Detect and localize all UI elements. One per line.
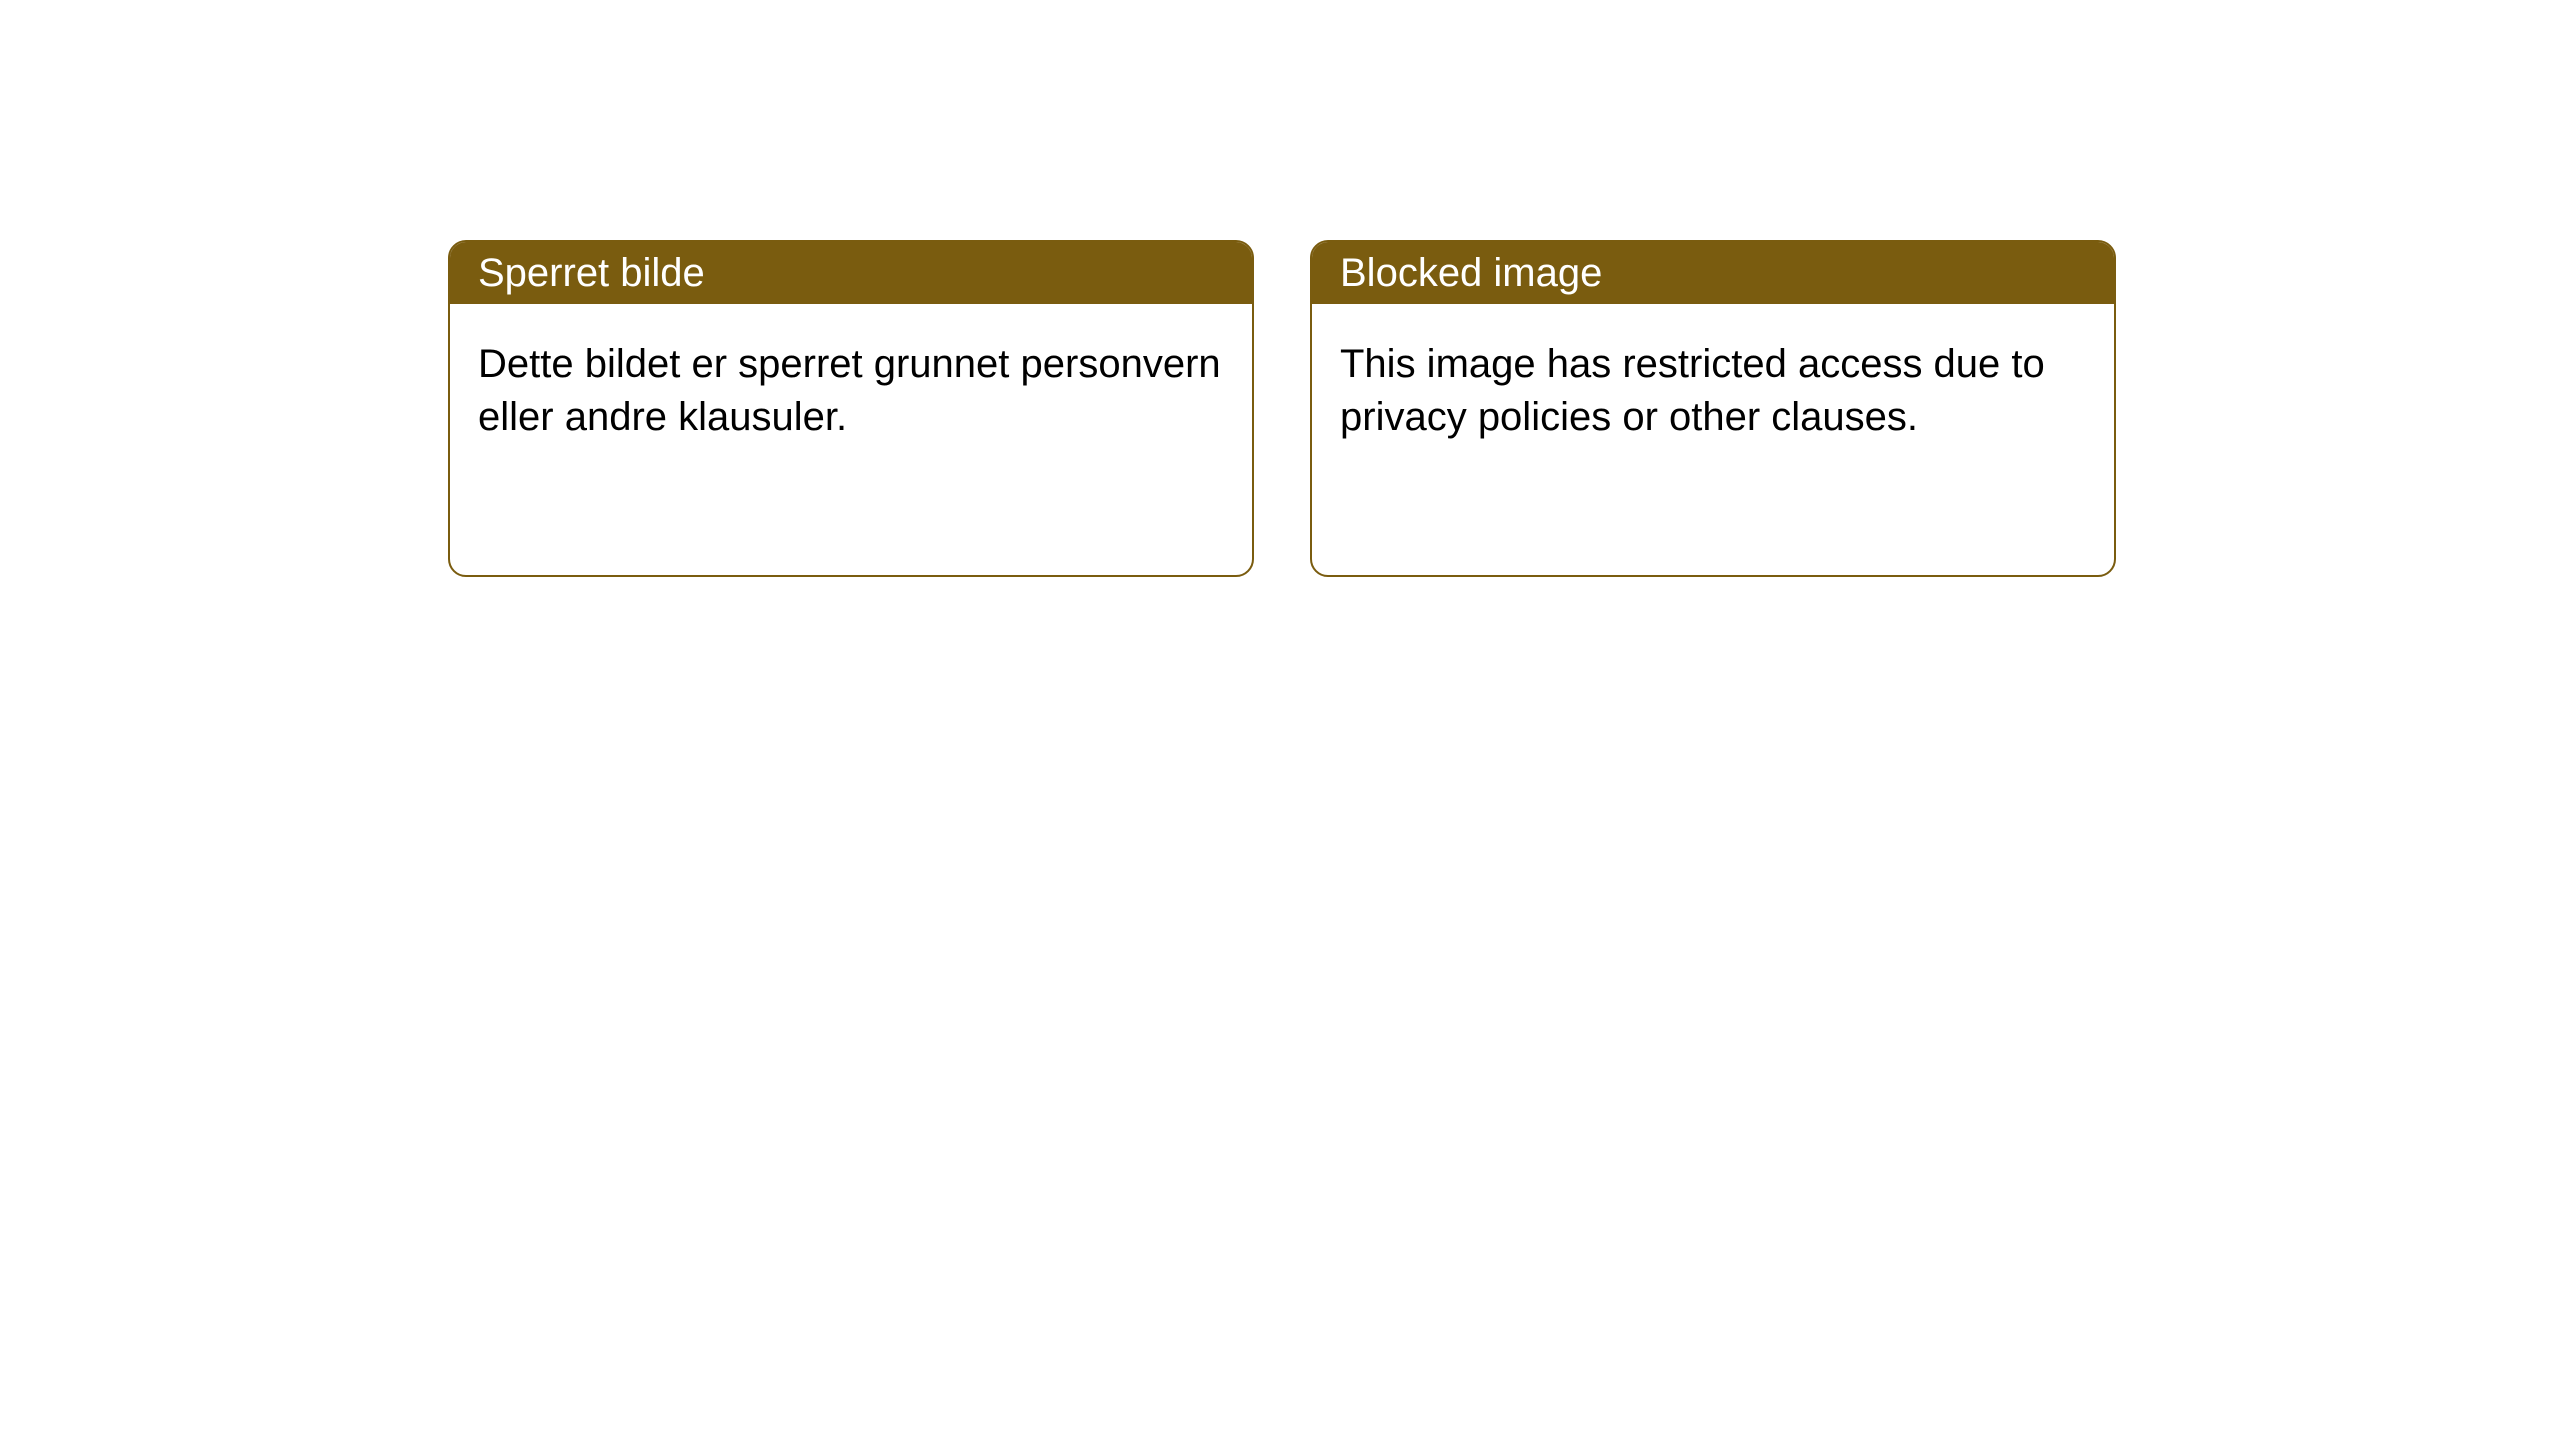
notice-card-english: Blocked image This image has restricted … [1310, 240, 2116, 577]
notice-card-body: Dette bildet er sperret grunnet personve… [450, 304, 1252, 478]
notice-cards-container: Sperret bilde Dette bildet er sperret gr… [448, 240, 2116, 577]
notice-card-header: Sperret bilde [450, 242, 1252, 304]
notice-card-norwegian: Sperret bilde Dette bildet er sperret gr… [448, 240, 1254, 577]
notice-card-body: This image has restricted access due to … [1312, 304, 2114, 478]
notice-card-title: Sperret bilde [478, 251, 705, 296]
notice-card-message: Dette bildet er sperret grunnet personve… [478, 342, 1221, 439]
notice-card-header: Blocked image [1312, 242, 2114, 304]
notice-card-message: This image has restricted access due to … [1340, 342, 2045, 439]
notice-card-title: Blocked image [1340, 251, 1602, 296]
